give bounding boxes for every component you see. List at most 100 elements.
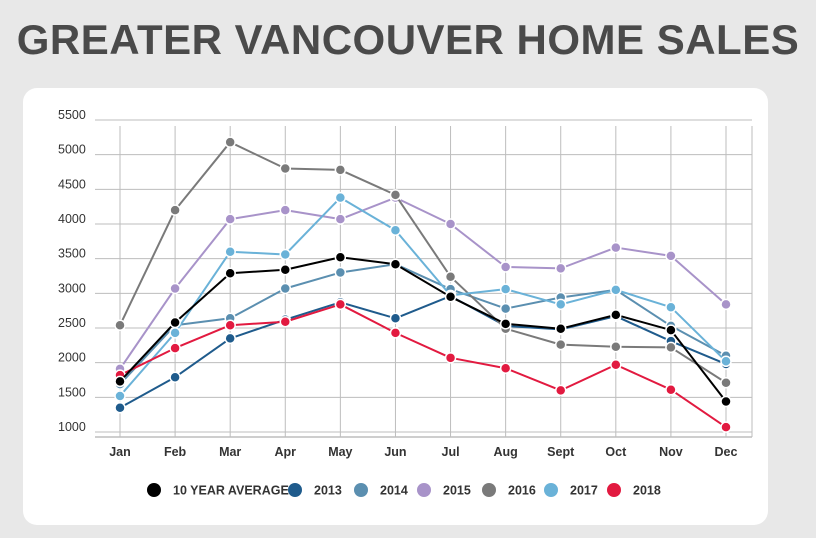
legend-marker-5 xyxy=(544,483,558,497)
data-point xyxy=(334,298,347,311)
data-point xyxy=(610,309,622,321)
data-point xyxy=(554,262,567,275)
series-line-1 xyxy=(119,295,727,409)
data-point xyxy=(499,283,512,295)
data-point xyxy=(334,251,347,264)
data-point xyxy=(114,390,126,402)
x-tick-label: Jan xyxy=(109,445,131,459)
data-point xyxy=(334,266,347,279)
data-point xyxy=(169,316,181,329)
data-point xyxy=(444,218,457,230)
x-tick-label: Mar xyxy=(219,445,241,459)
data-point xyxy=(389,327,402,339)
data-point xyxy=(499,362,512,374)
data-point xyxy=(389,258,402,270)
x-tick-label: Sept xyxy=(547,445,575,459)
x-tick-label: Apr xyxy=(275,445,297,459)
data-point xyxy=(114,401,126,414)
data-point xyxy=(499,261,512,273)
data-point xyxy=(389,224,402,236)
data-point xyxy=(224,245,236,258)
data-point xyxy=(554,298,567,311)
data-point xyxy=(665,301,677,313)
y-tick-label: 4500 xyxy=(58,177,86,191)
data-point xyxy=(334,164,347,176)
legend-label: 2016 xyxy=(508,484,536,498)
data-point xyxy=(554,338,567,351)
data-point xyxy=(279,204,292,216)
data-point xyxy=(499,318,512,330)
series-line-0 xyxy=(119,256,727,403)
data-point xyxy=(279,162,292,175)
x-tick-label: Nov xyxy=(659,445,683,459)
legend-marker-0 xyxy=(147,483,161,497)
data-point xyxy=(610,358,622,371)
data-point xyxy=(389,312,402,325)
data-point xyxy=(444,270,457,283)
x-tick-label: Jun xyxy=(384,445,406,459)
data-point xyxy=(224,136,236,148)
data-point xyxy=(334,191,347,204)
legend-label: 10 YEAR AVERAGE xyxy=(173,484,289,498)
data-point xyxy=(720,421,732,433)
data-point xyxy=(444,291,457,303)
legend-label: 2018 xyxy=(633,484,661,498)
data-point xyxy=(279,316,292,328)
data-point xyxy=(169,282,181,295)
x-tick-label: Feb xyxy=(164,445,187,459)
legend-marker-2 xyxy=(354,483,368,497)
data-point xyxy=(279,282,292,295)
data-point xyxy=(665,383,677,396)
data-point xyxy=(665,341,677,354)
data-point xyxy=(610,284,622,296)
data-point xyxy=(169,371,181,383)
data-point xyxy=(279,264,292,276)
data-point xyxy=(279,248,292,261)
data-point xyxy=(610,340,622,353)
data-point xyxy=(224,213,236,225)
data-point xyxy=(224,267,236,279)
x-tick-label: Jul xyxy=(442,445,460,459)
series-line-4 xyxy=(119,141,727,384)
y-tick-label: 5500 xyxy=(58,108,86,122)
data-point xyxy=(114,375,126,388)
data-point xyxy=(169,204,181,216)
legend-marker-6 xyxy=(607,483,621,497)
data-point xyxy=(720,395,732,408)
x-tick-label: Aug xyxy=(493,445,517,459)
data-point xyxy=(720,355,732,368)
page-title: GREATER VANCOUVER HOME SALES xyxy=(16,16,800,63)
data-point xyxy=(720,298,732,311)
series-line-2 xyxy=(119,263,727,385)
data-point xyxy=(665,324,677,336)
data-point xyxy=(389,189,402,201)
legend-marker-4 xyxy=(482,483,496,497)
y-tick-label: 3500 xyxy=(58,247,86,261)
data-point xyxy=(720,377,732,389)
y-tick-label: 4000 xyxy=(58,212,86,226)
series-line-5 xyxy=(119,196,727,397)
y-tick-label: 2500 xyxy=(58,316,86,330)
data-point xyxy=(610,241,622,254)
data-point xyxy=(499,302,512,315)
y-tick-label: 3000 xyxy=(58,281,86,295)
data-point xyxy=(169,327,181,339)
series-line-3 xyxy=(119,196,727,370)
legend-label: 2014 xyxy=(380,484,408,498)
x-tick-label: May xyxy=(328,445,352,459)
legend-label: 2013 xyxy=(314,484,342,498)
y-tick-label: 5000 xyxy=(58,143,86,157)
y-tick-label: 2000 xyxy=(58,351,86,365)
legend-marker-1 xyxy=(288,483,302,497)
x-tick-label: Oct xyxy=(605,445,627,459)
data-point xyxy=(169,342,181,354)
data-point xyxy=(554,384,567,397)
y-tick-label: 1000 xyxy=(58,420,86,434)
series-line-6 xyxy=(119,303,727,428)
data-point xyxy=(334,213,347,225)
legend-label: 2017 xyxy=(570,484,598,498)
data-point xyxy=(665,250,677,262)
data-point xyxy=(114,319,126,331)
data-point xyxy=(224,332,236,345)
